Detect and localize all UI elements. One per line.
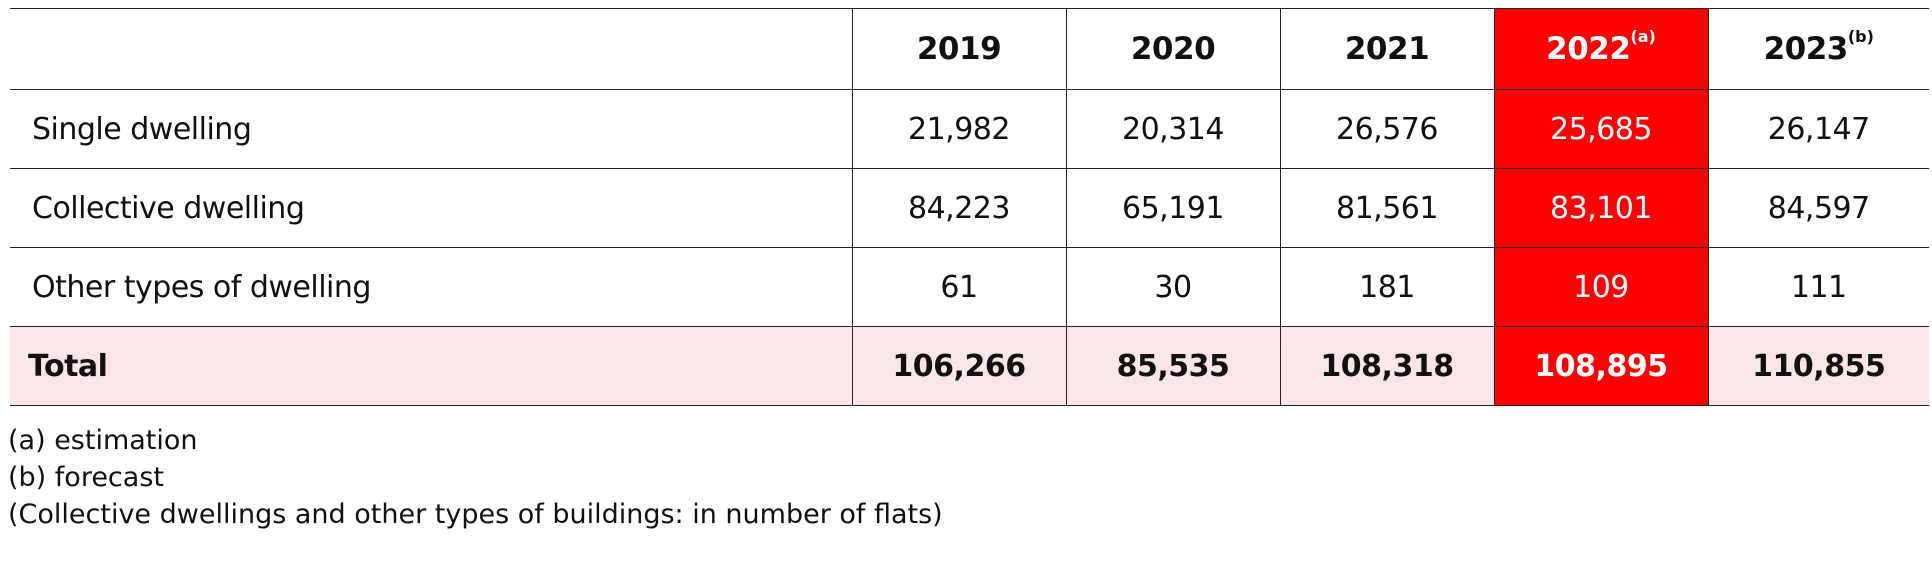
total-cell: 106,266 <box>851 326 1066 406</box>
header-year-2020: 2020 <box>1065 8 1280 90</box>
header-year-2023: 2023(b) <box>1707 8 1929 90</box>
header-year-2022: 2022(a) <box>1493 8 1708 90</box>
header-year-2019: 2019 <box>851 8 1066 90</box>
table-row-collective-dwelling: Collective dwelling 84,223 65,191 81,561… <box>10 168 1929 248</box>
table-cell: 84,597 <box>1707 168 1929 248</box>
row-label: Single dwelling <box>10 89 852 169</box>
table-cell-highlighted: 25,685 <box>1493 89 1708 169</box>
table-cell: 20,314 <box>1065 89 1280 169</box>
row-label: Other types of dwelling <box>10 247 852 327</box>
table-cell: 65,191 <box>1065 168 1280 248</box>
header-empty-cell <box>10 8 852 90</box>
footnote-units: (Collective dwellings and other types of… <box>8 499 943 530</box>
table-cell: 61 <box>851 247 1066 327</box>
total-cell-highlighted: 108,895 <box>1493 326 1708 406</box>
footnote-estimation: (a) estimation <box>8 425 198 456</box>
table-cell: 21,982 <box>851 89 1066 169</box>
table-cell: 26,576 <box>1279 89 1494 169</box>
table-row-single-dwelling: Single dwelling 21,982 20,314 26,576 25,… <box>10 89 1929 169</box>
table-cell: 30 <box>1065 247 1280 327</box>
total-label: Total <box>10 326 852 406</box>
footnotes: (a) estimation (b) forecast (Collective … <box>8 422 943 533</box>
table-cell-highlighted: 83,101 <box>1493 168 1708 248</box>
table-cell: 181 <box>1279 247 1494 327</box>
table-row-other-dwelling: Other types of dwelling 61 30 181 109 11… <box>10 247 1929 327</box>
footnote-marker-a: (a) <box>1630 27 1656 46</box>
total-cell: 110,855 <box>1707 326 1929 406</box>
table-cell-highlighted: 109 <box>1493 247 1708 327</box>
table-cell: 84,223 <box>851 168 1066 248</box>
header-year-2021: 2021 <box>1279 8 1494 90</box>
table-cell: 81,561 <box>1279 168 1494 248</box>
table-row-total: Total 106,266 85,535 108,318 108,895 110… <box>10 326 1929 406</box>
table-cell: 111 <box>1707 247 1929 327</box>
total-cell: 108,318 <box>1279 326 1494 406</box>
total-cell: 85,535 <box>1065 326 1280 406</box>
row-label: Collective dwelling <box>10 168 852 248</box>
footnote-marker-b: (b) <box>1847 27 1874 46</box>
table-cell: 26,147 <box>1707 89 1929 169</box>
data-table: 2019 2020 2021 2022(a) 2023(b) Single dw… <box>10 8 1929 406</box>
footnote-forecast: (b) forecast <box>8 462 164 493</box>
header-row: 2019 2020 2021 2022(a) 2023(b) <box>10 8 1929 90</box>
